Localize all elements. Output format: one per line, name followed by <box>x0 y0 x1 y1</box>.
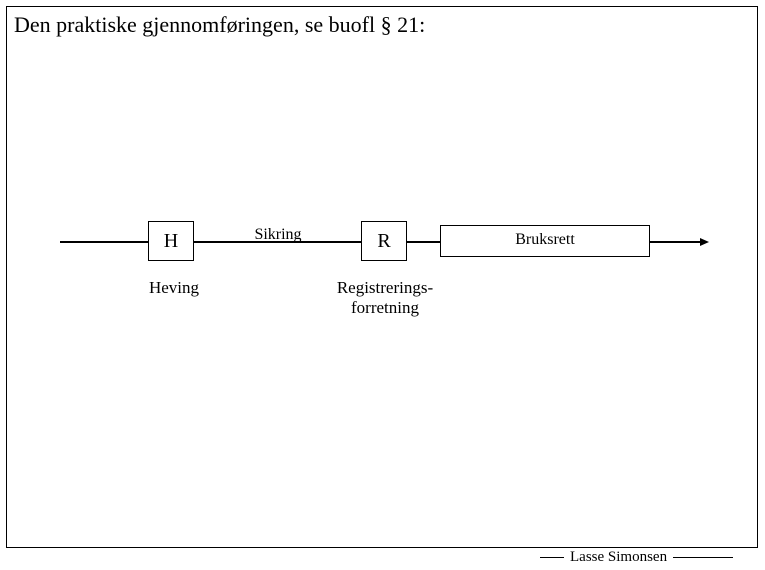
author-footer: Lasse Simonsen <box>540 549 733 566</box>
node-r-label: R <box>377 230 390 253</box>
node-h-label: H <box>164 230 178 253</box>
timeline-seg-4 <box>650 241 700 243</box>
label-registrering-line2: forretning <box>320 298 450 318</box>
author-line-right <box>673 557 733 558</box>
slide-frame <box>6 6 758 548</box>
label-registrering-line1: Registrerings- <box>320 278 450 298</box>
author-line-left <box>540 557 564 558</box>
label-bruksrett: Bruksrett <box>495 231 595 249</box>
page-title: Den praktiske gjennomføringen, se buofl … <box>14 12 425 38</box>
node-r: R <box>361 221 407 261</box>
author-name: Lasse Simonsen <box>564 549 673 566</box>
node-h: H <box>148 221 194 261</box>
timeline-seg-3 <box>407 241 440 243</box>
timeline-arrowhead <box>700 238 709 246</box>
label-sikring: Sikring <box>238 226 318 244</box>
label-heving: Heving <box>134 278 214 298</box>
timeline-seg-1 <box>60 241 148 243</box>
